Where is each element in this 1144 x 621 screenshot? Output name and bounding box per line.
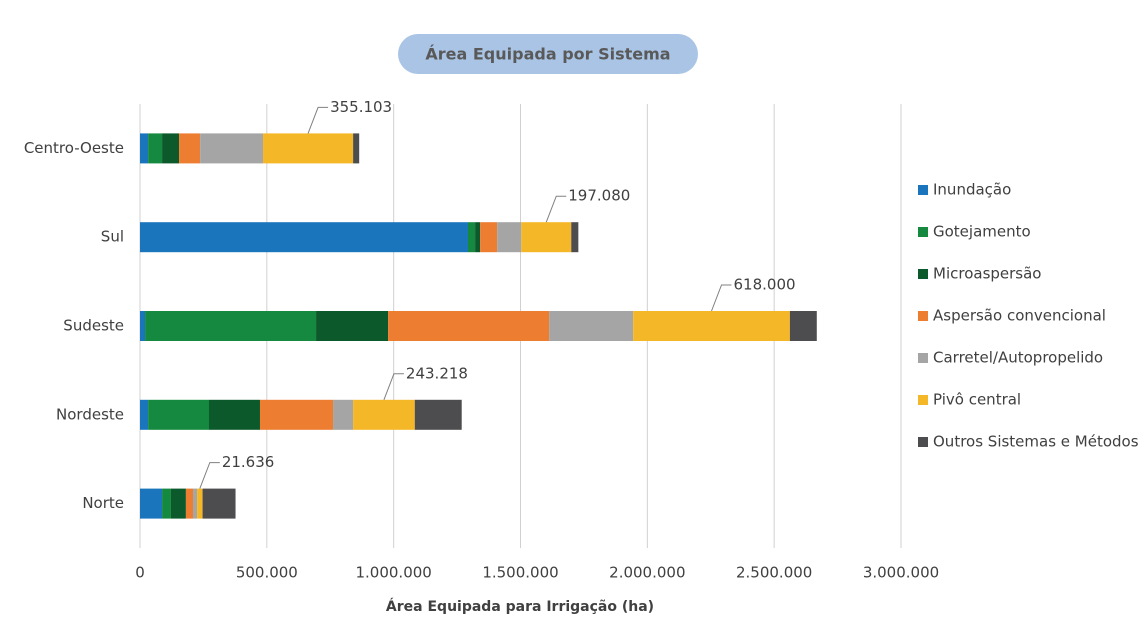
- legend-label: Inundação: [933, 181, 1011, 199]
- bar-segment: [467, 222, 476, 253]
- legend-label: Microaspersão: [933, 265, 1041, 283]
- x-tick-label: 500.000: [236, 564, 298, 582]
- leader-line: [711, 284, 732, 312]
- legend-label: Outros Sistemas e Métodos: [933, 433, 1139, 451]
- legend-swatch: [918, 311, 928, 321]
- x-tick-label: 2.000.000: [609, 564, 685, 582]
- legend-swatch: [918, 353, 928, 363]
- bar-segment: [353, 399, 415, 430]
- y-tick-label: Nordeste: [56, 405, 124, 423]
- y-tick-label: Sudeste: [63, 317, 124, 335]
- x-tick-label: 0: [135, 564, 145, 582]
- data-label: 355.103: [330, 98, 392, 116]
- bar-segment: [259, 399, 334, 430]
- bar-segment: [497, 222, 522, 253]
- bar-segment: [140, 222, 468, 253]
- data-label: 197.080: [568, 187, 630, 205]
- bar-segment: [170, 488, 186, 519]
- bar-segment: [475, 222, 481, 253]
- bar-segment: [148, 133, 163, 164]
- bar-segment: [521, 222, 572, 253]
- bar-segment: [140, 311, 146, 341]
- bar-segment: [140, 133, 149, 164]
- legend-swatch: [918, 185, 928, 195]
- x-tick-label: 3.000.000: [863, 564, 939, 582]
- bar-segment: [140, 488, 163, 519]
- bar-segment: [789, 311, 817, 341]
- bar-segment: [193, 488, 198, 519]
- x-tick-label: 1.500.000: [482, 564, 558, 582]
- legend-label: Gotejamento: [933, 223, 1031, 241]
- bar-segment: [185, 488, 194, 519]
- x-tick-label: 2.500.000: [736, 564, 812, 582]
- legend-label: Carretel/Autopropelido: [933, 349, 1103, 367]
- title-pill: [398, 34, 698, 74]
- leader-line: [199, 462, 220, 489]
- bar-segment: [388, 311, 550, 341]
- data-label: 618.000: [734, 276, 796, 294]
- y-tick-label: Sul: [101, 228, 124, 246]
- bar-segment: [202, 488, 236, 519]
- bar-segment: [179, 133, 201, 164]
- bar-segment: [140, 399, 149, 430]
- bar-segment: [263, 133, 354, 164]
- legend-swatch: [918, 269, 928, 279]
- chart-title: Área Equipada por Sistema: [425, 45, 670, 64]
- bar-segment: [414, 399, 462, 430]
- bar-segment: [333, 399, 354, 430]
- data-label: 21.636: [222, 453, 274, 471]
- data-label: 243.218: [406, 364, 468, 382]
- bar-segment: [571, 222, 579, 253]
- x-axis-title: Área Equipada para Irrigação (ha): [386, 598, 654, 615]
- legend-label: Aspersão convencional: [933, 307, 1106, 325]
- leader-line: [545, 195, 567, 223]
- leader-line: [383, 373, 404, 400]
- bar-segment: [549, 311, 634, 341]
- bar-segment: [148, 399, 209, 430]
- bar-segment: [480, 222, 498, 253]
- leader-line: [307, 106, 329, 134]
- bar-segment: [197, 488, 203, 519]
- legend-swatch: [918, 437, 928, 447]
- y-tick-label: Centro-Oeste: [24, 139, 124, 157]
- bar-segment: [145, 311, 317, 341]
- legend-label: Pivô central: [933, 391, 1021, 409]
- bar-segment: [200, 133, 264, 164]
- y-tick-label: Norte: [82, 494, 124, 512]
- bar-segment: [208, 399, 260, 430]
- x-tick-label: 1.000.000: [355, 564, 431, 582]
- bar-segment: [633, 311, 790, 341]
- legend-swatch: [918, 227, 928, 237]
- bar-segment: [162, 133, 180, 164]
- legend-swatch: [918, 395, 928, 405]
- bar-segment: [162, 488, 171, 519]
- bar-segment: [353, 133, 360, 164]
- bar-segment: [316, 311, 389, 341]
